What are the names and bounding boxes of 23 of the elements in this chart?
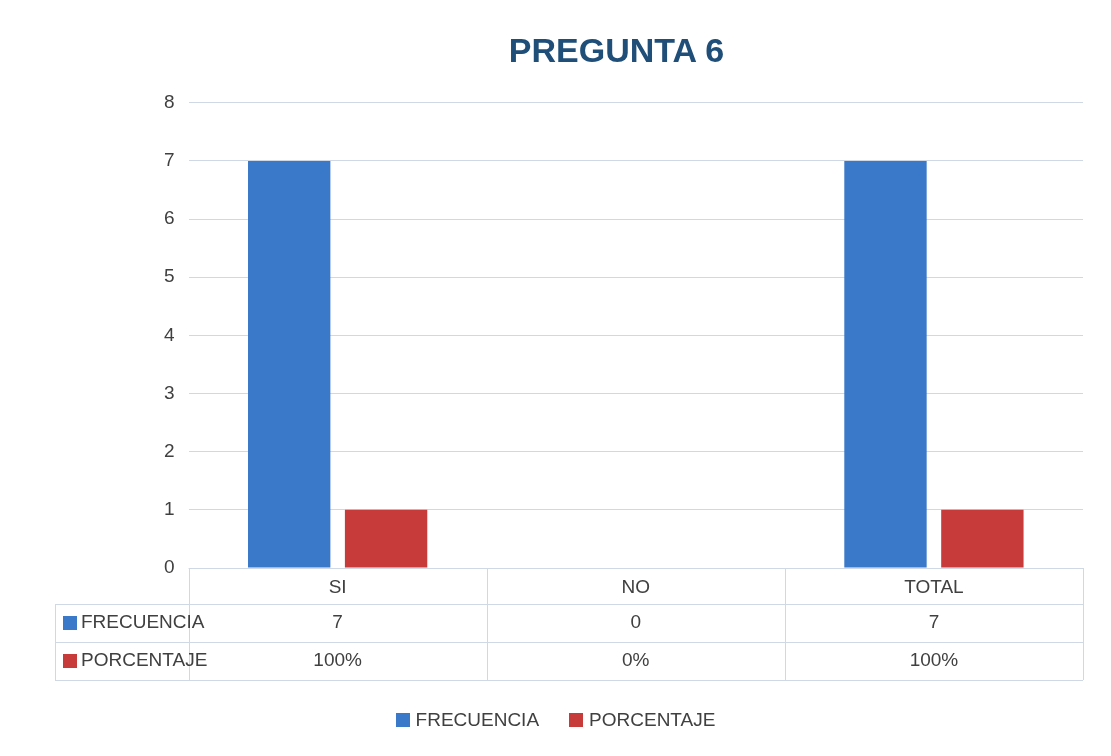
text: FRECUENCIA [415,709,540,730]
y-tick-label: 4 [163,323,175,345]
y-tick-label: 3 [163,381,175,403]
y-tick-label: 0 [163,556,175,578]
x-tick-label: NO [621,575,651,597]
y-tick-label: 2 [163,439,175,461]
y-tick-label: 1 [163,498,175,520]
data-label: 100% [313,649,363,671]
x-tick-label: SI [328,575,347,597]
data-label: 7 [928,611,940,633]
y-tick-label: 8 [163,91,175,113]
chart-title: PREGUNTA 6 [508,30,725,69]
y-tick-label: 5 [163,265,175,287]
y-tick-label: 7 [163,149,175,171]
data-label: 7 [332,611,343,633]
data-label: 0 [630,611,642,633]
data-label: 0% [622,649,650,671]
legend-label: PORCENTAJE [589,709,716,731]
y-tick-label: 6 [163,207,175,229]
x-tick-label: TOTAL [904,575,964,597]
legend-label: FRECUENCIA [81,611,205,633]
text: PORCENTAJE [81,649,208,671]
data-label: 100% [909,649,959,671]
